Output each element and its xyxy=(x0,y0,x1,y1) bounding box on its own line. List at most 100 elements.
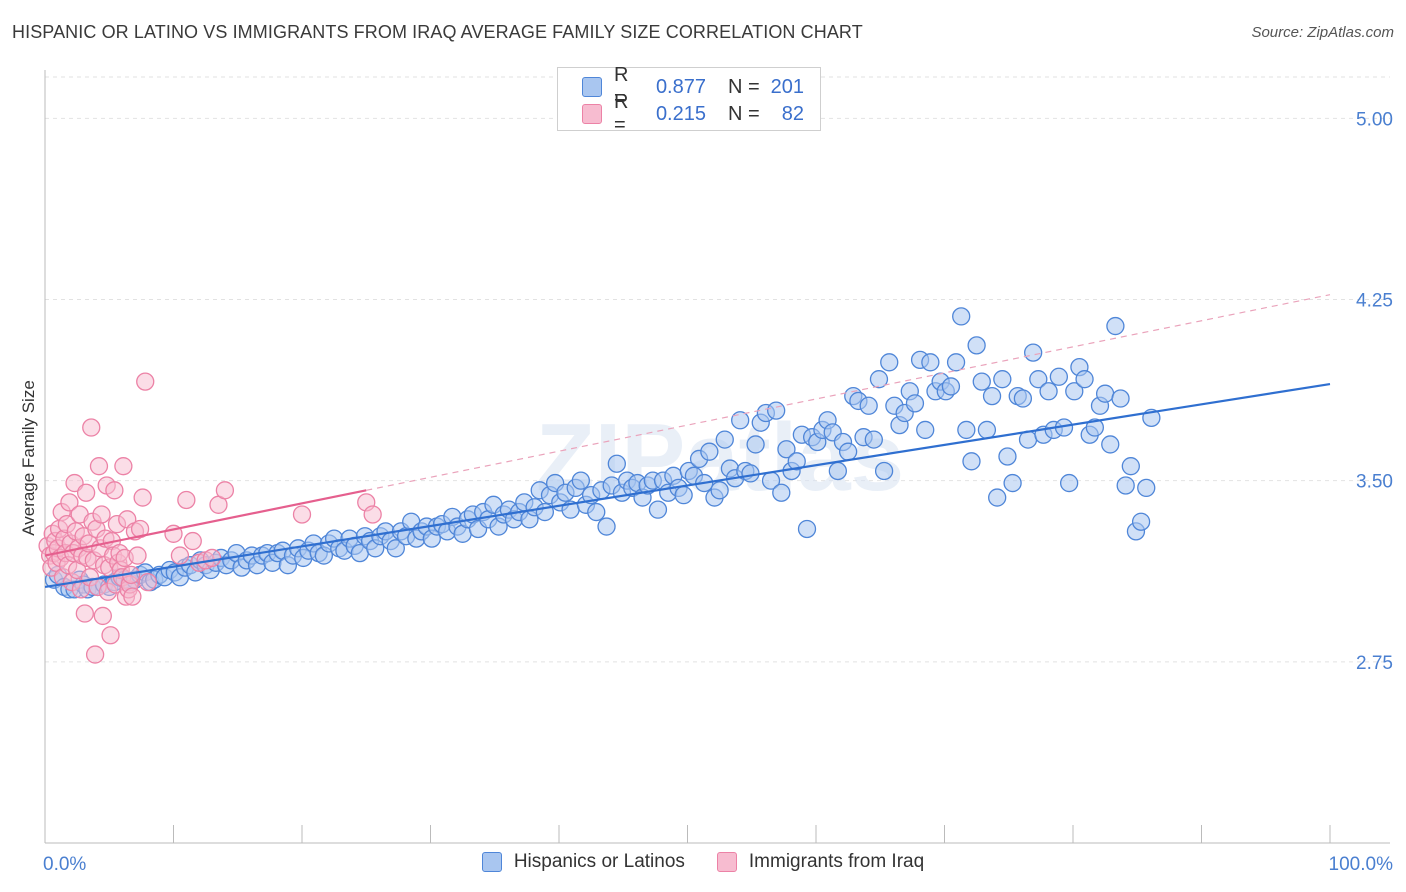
point-hispanics xyxy=(772,483,791,502)
point-hispanics xyxy=(1059,473,1079,493)
point-iraq xyxy=(170,546,190,565)
point-iraq xyxy=(183,531,202,551)
point-hispanics xyxy=(869,370,889,389)
point-hispanics xyxy=(864,430,883,449)
point-hispanics xyxy=(1039,382,1058,401)
point-hispanics xyxy=(977,420,997,440)
point-hispanics xyxy=(1024,343,1043,362)
point-iraq xyxy=(85,645,105,664)
point-hispanics xyxy=(1013,389,1033,408)
chart-source: Source: ZipAtlas.com xyxy=(1251,24,1394,41)
point-hispanics xyxy=(1111,389,1130,408)
legend-n-label: N = xyxy=(728,75,760,98)
point-hispanics xyxy=(1131,512,1151,531)
legend-label: Immigrants from Iraq xyxy=(748,851,925,872)
point-hispanics xyxy=(1075,370,1094,389)
trendline-iraq-extension xyxy=(366,294,1331,491)
legend-swatch-blue xyxy=(582,77,602,97)
point-hispanics xyxy=(957,420,976,440)
point-hispanics xyxy=(674,485,693,505)
legend-r-value: 0.215 xyxy=(655,102,706,125)
point-hispanics xyxy=(741,464,760,483)
point-hispanics xyxy=(571,471,590,490)
axes xyxy=(44,70,1390,844)
point-iraq xyxy=(292,505,312,524)
legend-swatch-blue xyxy=(481,852,502,872)
point-hispanics xyxy=(838,442,858,461)
point-hispanics xyxy=(1065,382,1084,401)
y-tick-label: 5.00 xyxy=(1356,109,1393,130)
point-hispanics xyxy=(767,401,786,420)
y-tick-label: 2.75 xyxy=(1356,653,1393,674)
point-hispanics xyxy=(1085,418,1104,437)
legend-swatch-pink xyxy=(716,852,737,872)
point-hispanics xyxy=(746,435,765,454)
tick-labels: 2.75 3.50 4.25 5.00 0.0% 100.0% xyxy=(43,109,1393,875)
point-iraq xyxy=(133,488,152,507)
point-hispanics xyxy=(1003,473,1022,493)
point-hispanics xyxy=(988,488,1007,507)
point-hispanics xyxy=(597,517,616,536)
trendline-hispanics xyxy=(44,382,1331,589)
point-hispanics xyxy=(787,452,806,471)
point-hispanics xyxy=(967,336,986,355)
legend-n-label: N = xyxy=(728,102,760,125)
point-hispanics xyxy=(710,481,729,500)
legend-n-value: 201 xyxy=(770,75,804,98)
point-iraq xyxy=(128,546,147,565)
point-iraq xyxy=(123,587,142,606)
point-hispanics xyxy=(777,440,796,459)
point-hispanics xyxy=(731,411,750,430)
point-hispanics xyxy=(916,420,935,440)
legend-item-iraq: Immigrants from Iraq xyxy=(716,851,925,873)
point-hispanics xyxy=(972,372,991,391)
point-hispanics xyxy=(859,396,878,415)
point-hispanics xyxy=(828,461,847,481)
point-iraq xyxy=(202,548,222,568)
legend-swatch-pink xyxy=(582,104,602,124)
point-hispanics xyxy=(386,539,405,558)
point-hispanics xyxy=(648,500,668,519)
point-iraq xyxy=(75,604,94,623)
x-tick-label-start: 0.0% xyxy=(43,854,86,875)
point-hispanics xyxy=(1116,476,1135,495)
point-hispanics xyxy=(998,447,1017,466)
point-iraq xyxy=(136,372,155,391)
point-iraq xyxy=(92,505,111,524)
legend-r-label: R = xyxy=(614,64,629,109)
point-hispanics xyxy=(880,353,899,372)
point-iraq xyxy=(76,483,96,502)
point-iraq xyxy=(89,457,109,476)
point-iraq xyxy=(101,626,120,645)
point-hispanics xyxy=(1029,370,1048,389)
point-hispanics xyxy=(1121,457,1140,476)
point-iraq xyxy=(82,418,101,437)
y-axis-label: Average Family Size xyxy=(19,380,38,536)
point-hispanics xyxy=(797,519,817,539)
point-hispanics xyxy=(962,452,981,471)
series-legend: Hispanics or Latinos Immigrants from Ira… xyxy=(0,851,1406,873)
legend-label: Hispanics or Latinos xyxy=(513,851,685,872)
point-hispanics xyxy=(921,353,940,372)
point-iraq xyxy=(105,481,124,500)
point-hispanics xyxy=(607,454,626,473)
legend-r-label: R = xyxy=(614,91,629,136)
series-hispanics-points xyxy=(44,307,1161,599)
point-iraq xyxy=(60,493,79,512)
point-hispanics xyxy=(1095,384,1115,403)
point-hispanics xyxy=(700,442,719,461)
trendlines xyxy=(44,294,1331,589)
legend-row-hispanics: R = 0.877 N = 201 xyxy=(582,64,804,109)
chart-title: HISPANIC OR LATINO VS IMMIGRANTS FROM IR… xyxy=(12,22,863,42)
point-iraq xyxy=(93,606,112,626)
point-iraq xyxy=(215,481,235,500)
point-hispanics xyxy=(587,502,606,522)
series-iraq-points xyxy=(38,372,382,664)
point-iraq xyxy=(114,457,133,476)
point-hispanics xyxy=(946,353,966,372)
point-iraq xyxy=(130,519,150,539)
legend-r-value: 0.877 xyxy=(655,75,706,98)
y-tick-label: 4.25 xyxy=(1356,290,1393,311)
x-tick-label-end: 100.0% xyxy=(1329,854,1394,875)
